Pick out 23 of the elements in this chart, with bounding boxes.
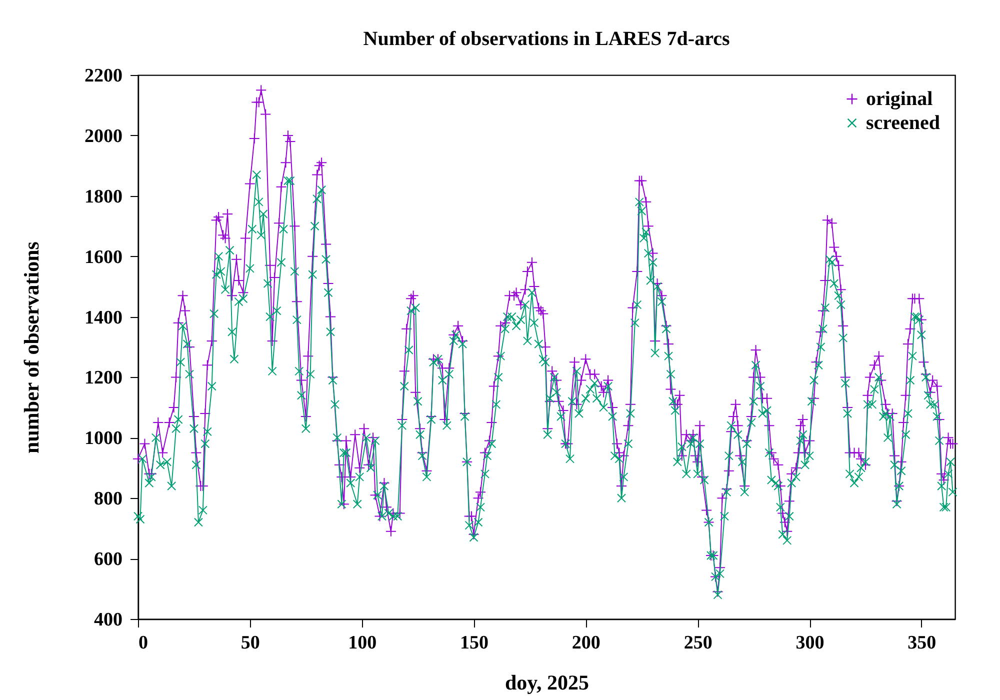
x-tick-label: 250: [684, 632, 712, 654]
x-axis-title: doy, 2025: [504, 670, 590, 694]
y-tick-label: 1000: [84, 428, 122, 450]
x-tick-label: 100: [348, 632, 377, 654]
y-tick-label: 800: [94, 488, 122, 510]
y-tick-label: 2200: [84, 66, 122, 86]
y-tick-label: 2000: [84, 126, 122, 147]
x-tick-label: 0: [138, 632, 148, 654]
y-tick-label: 1800: [84, 186, 122, 208]
x-tick-label: 300: [796, 632, 824, 654]
y-tick-label: 1400: [84, 307, 122, 328]
y-axis-title: number of observations: [20, 242, 44, 454]
y-tick-label: 1600: [84, 246, 122, 268]
y-tick-label: 400: [94, 610, 122, 630]
y-tick-label: 600: [94, 549, 122, 570]
legend-label: original: [866, 88, 934, 110]
x-tick-label: 150: [460, 632, 489, 654]
chart-title: Number of observations in LARES 7d-arcs: [363, 28, 730, 50]
legend-label: screened: [866, 112, 940, 134]
x-tick-label: 50: [240, 632, 260, 654]
x-tick-label: 350: [908, 632, 936, 654]
x-tick-label: 200: [572, 632, 600, 654]
y-tick-label: 1200: [84, 368, 122, 389]
